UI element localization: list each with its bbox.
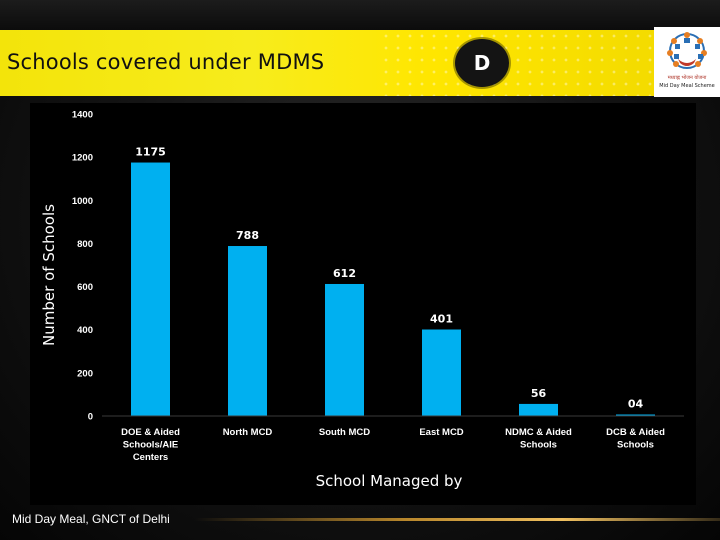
bar bbox=[131, 162, 170, 416]
chart-panel: 0 200 400 600 800 1000 1200 1400 1175 788 612 401 5… bbox=[30, 103, 696, 505]
x-tick-label: DCB & Aided Schools bbox=[606, 427, 665, 451]
y-tick-label: 1400 bbox=[72, 110, 93, 121]
data-label: 04 bbox=[628, 398, 644, 411]
y-tick-label: 400 bbox=[77, 325, 93, 336]
bar bbox=[325, 283, 364, 416]
x-tick-label: DOE & Aided Schools/AIE Centers bbox=[121, 427, 180, 463]
x-tick-label: East MCD bbox=[419, 427, 463, 438]
y-tick-label: 1200 bbox=[72, 153, 93, 164]
title-banner: Schools covered under MDMS bbox=[0, 30, 720, 96]
data-label: 401 bbox=[430, 312, 453, 325]
bar-chart: 0 200 400 600 800 1000 1200 1400 1175 788 612 401 5… bbox=[40, 110, 684, 490]
footer-text: Mid Day Meal, GNCT of Delhi bbox=[12, 512, 170, 526]
slide-title: Schools covered under MDMS bbox=[7, 50, 325, 74]
data-labels: 1175 788 612 401 56 04 bbox=[135, 146, 643, 411]
x-tick-label: NDMC & Aided Schools bbox=[505, 427, 572, 451]
logo-caption-hindi: मध्याह्न भोजन योजना bbox=[668, 74, 707, 81]
mdm-logo: मध्याह्न भोजन योजना Mid Day Meal Scheme bbox=[654, 27, 720, 97]
x-tick-label: North MCD bbox=[223, 427, 273, 438]
y-tick-label: 200 bbox=[77, 368, 93, 379]
y-tick-label: 800 bbox=[77, 239, 93, 250]
x-tick-label: South MCD bbox=[319, 427, 370, 438]
data-label: 56 bbox=[531, 387, 547, 400]
bar bbox=[422, 329, 461, 416]
y-axis-title: Number of Schools bbox=[40, 204, 58, 346]
bars bbox=[131, 162, 655, 416]
mdm-logo-graphic: मध्याह्न भोजन योजना Mid Day Meal Scheme bbox=[659, 32, 715, 89]
y-axis: 0 200 400 600 800 1000 1200 1400 bbox=[72, 110, 93, 423]
bar bbox=[519, 403, 558, 416]
bar bbox=[616, 414, 655, 416]
x-axis: DOE & Aided Schools/AIE Centers North MCD So… bbox=[121, 427, 665, 463]
x-axis-title: School Managed by bbox=[316, 472, 463, 490]
data-label: 788 bbox=[236, 229, 259, 242]
data-label: 1175 bbox=[135, 146, 166, 159]
bar bbox=[228, 246, 267, 416]
section-badge: D bbox=[455, 39, 509, 87]
y-tick-label: 0 bbox=[88, 412, 93, 423]
footer-rule bbox=[195, 518, 720, 521]
y-tick-label: 600 bbox=[77, 282, 93, 293]
data-label: 612 bbox=[333, 267, 356, 280]
logo-caption-english: Mid Day Meal Scheme bbox=[659, 83, 714, 89]
top-strip bbox=[0, 0, 720, 30]
y-tick-label: 1000 bbox=[72, 196, 93, 207]
